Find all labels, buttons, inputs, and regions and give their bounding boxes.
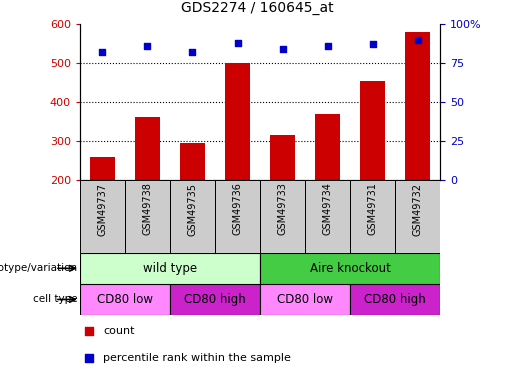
Text: CD80 high: CD80 high bbox=[184, 293, 246, 306]
Point bbox=[323, 43, 332, 49]
Text: CD80 high: CD80 high bbox=[365, 293, 426, 306]
Point bbox=[279, 46, 287, 52]
Text: Aire knockout: Aire knockout bbox=[310, 262, 391, 275]
Point bbox=[233, 40, 242, 46]
Bar bbox=[350, 180, 396, 253]
Text: GSM49738: GSM49738 bbox=[143, 183, 152, 236]
Text: count: count bbox=[103, 326, 135, 336]
Bar bbox=[125, 180, 170, 253]
Bar bbox=[180, 142, 205, 180]
Text: GSM49737: GSM49737 bbox=[97, 183, 107, 236]
Text: GSM49736: GSM49736 bbox=[233, 183, 243, 236]
Bar bbox=[260, 253, 440, 284]
Bar bbox=[315, 114, 340, 180]
Bar bbox=[350, 284, 440, 315]
Bar bbox=[80, 180, 125, 253]
Point bbox=[188, 49, 197, 55]
Text: GSM49732: GSM49732 bbox=[413, 183, 423, 236]
Bar bbox=[170, 180, 215, 253]
Bar bbox=[80, 284, 170, 315]
Text: cell type: cell type bbox=[32, 294, 77, 304]
Bar bbox=[135, 117, 160, 180]
Bar bbox=[305, 180, 350, 253]
Text: genotype/variation: genotype/variation bbox=[0, 263, 77, 273]
Text: GDS2274 / 160645_at: GDS2274 / 160645_at bbox=[181, 1, 334, 15]
Bar bbox=[360, 81, 385, 180]
Text: CD80 low: CD80 low bbox=[97, 293, 153, 306]
Bar bbox=[225, 63, 250, 180]
Bar bbox=[405, 32, 430, 180]
Point bbox=[414, 37, 422, 43]
Text: percentile rank within the sample: percentile rank within the sample bbox=[103, 353, 291, 363]
Bar bbox=[80, 253, 260, 284]
Bar bbox=[396, 180, 440, 253]
Text: GSM49735: GSM49735 bbox=[187, 183, 197, 236]
Bar bbox=[260, 180, 305, 253]
Bar bbox=[90, 157, 115, 180]
Point bbox=[98, 49, 107, 55]
Point bbox=[143, 43, 151, 49]
Point bbox=[369, 41, 377, 47]
Bar bbox=[270, 135, 295, 180]
Point bbox=[85, 327, 93, 333]
Text: GSM49731: GSM49731 bbox=[368, 183, 377, 236]
Text: wild type: wild type bbox=[143, 262, 197, 275]
Text: GSM49733: GSM49733 bbox=[278, 183, 287, 236]
Point bbox=[85, 355, 93, 361]
Bar bbox=[260, 284, 350, 315]
Text: CD80 low: CD80 low bbox=[277, 293, 333, 306]
Bar bbox=[215, 180, 260, 253]
Bar bbox=[170, 284, 260, 315]
Text: GSM49734: GSM49734 bbox=[323, 183, 333, 236]
